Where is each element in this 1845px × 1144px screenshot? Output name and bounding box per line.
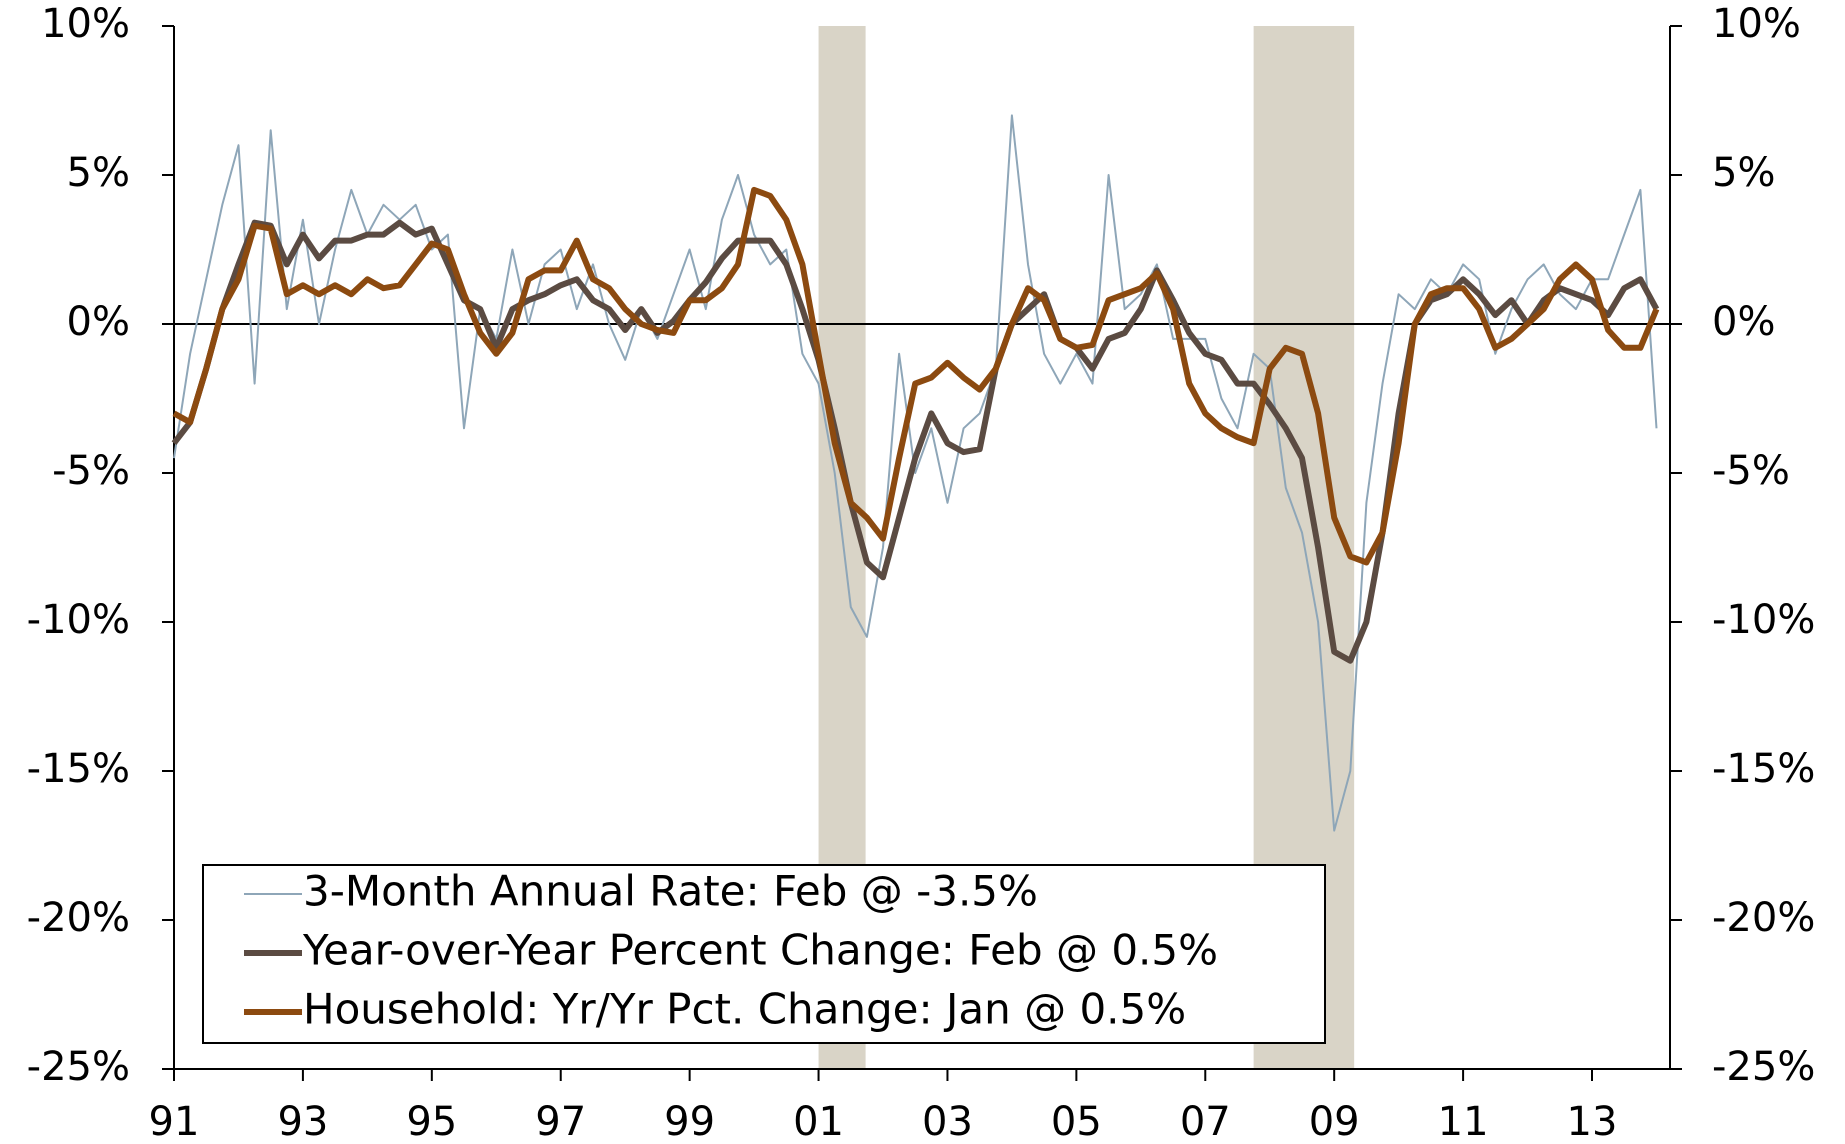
y2-tick-label: -25% [1712,1044,1815,1090]
x-tick-label: 03 [922,1099,973,1144]
y-tick-label: -20% [27,895,130,941]
y2-tick-label: -10% [1712,597,1815,643]
y-tick-label: -25% [27,1044,130,1090]
y2-tick-label: 5% [1712,150,1775,196]
legend-label: Year-over-Year Percent Change: Feb @ 0.5… [302,926,1218,975]
x-tick-label: 01 [793,1099,844,1144]
series-line [172,186,1660,566]
legend-label: Household: Yr/Yr Pct. Change: Jan @ 0.5% [303,985,1186,1034]
y2-tick-label: -5% [1712,448,1790,494]
x-tick-label: 91 [149,1099,200,1144]
y2-tick-label: 10% [1712,1,1801,47]
y-tick-label: 0% [67,299,130,345]
y-tick-label: 10% [41,1,130,47]
x-tick-label: 99 [664,1099,715,1144]
y2-tick-label: -20% [1712,895,1815,941]
x-tick-label: 11 [1438,1099,1489,1144]
y-tick-label: -10% [27,597,130,643]
x-tick-label: 13 [1567,1099,1618,1144]
x-tick-label: 07 [1180,1099,1231,1144]
legend-label: 3-Month Annual Rate: Feb @ -3.5% [303,867,1038,916]
x-tick-label: 95 [406,1099,457,1144]
x-tick-label: 93 [277,1099,328,1144]
series-line [173,114,1658,832]
legend-box [202,864,1326,1044]
y2-tick-label: -15% [1712,746,1815,792]
x-tick-label: 05 [1051,1099,1102,1144]
y-tick-label: 5% [67,150,130,196]
y2-tick-label: 0% [1712,299,1775,345]
y-tick-label: -15% [27,746,130,792]
x-tick-label: 97 [535,1099,586,1144]
x-tick-label: 09 [1309,1099,1360,1144]
y-tick-label: -5% [52,448,130,494]
